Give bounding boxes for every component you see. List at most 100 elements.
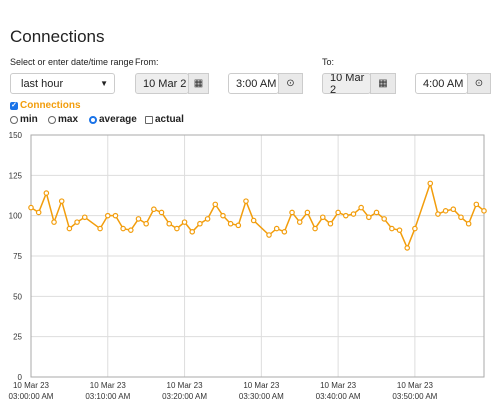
to-date[interactable]: 10 Mar 2 — [322, 73, 371, 94]
data-point — [112, 212, 119, 219]
data-point — [74, 219, 80, 225]
mode-max[interactable]: max — [48, 114, 78, 125]
x-tick-label: 10 Mar 23 — [167, 381, 204, 390]
data-point — [412, 225, 418, 232]
data-point — [404, 245, 411, 251]
data-point — [58, 198, 65, 204]
clock-button[interactable]: ⊙ — [278, 73, 303, 94]
x-tick-label: 03:20:00 AM — [162, 392, 207, 401]
data-point — [235, 222, 242, 229]
data-point — [197, 220, 203, 227]
actual-label: actual — [155, 114, 184, 125]
data-point — [266, 232, 272, 238]
data-point — [66, 225, 73, 232]
data-point — [35, 209, 42, 216]
from-date-text: 10 Mar 2 — [143, 77, 187, 90]
data-point — [189, 229, 196, 235]
data-point — [281, 229, 288, 235]
mode-label: max — [58, 114, 79, 125]
y-tick-label: 50 — [13, 292, 22, 301]
mode-average[interactable]: average — [89, 114, 137, 125]
y-tick-label: 25 — [13, 333, 22, 342]
plot-border — [30, 134, 485, 378]
data-point — [273, 225, 280, 232]
checkbox-checked: ✓ — [10, 101, 18, 110]
data-point — [335, 209, 341, 216]
data-point — [319, 214, 326, 221]
data-point — [458, 214, 464, 221]
data-point — [427, 180, 434, 187]
from-date[interactable]: 10 Mar 2 — [135, 73, 189, 94]
data-point — [327, 220, 334, 227]
data-point — [227, 220, 234, 227]
data-point — [135, 216, 142, 222]
data-point — [120, 225, 126, 232]
x-tick-label: 10 Mar 23 — [243, 381, 280, 390]
y-tick-label: 150 — [9, 131, 23, 140]
radio-checked — [89, 115, 97, 124]
data-point — [104, 212, 111, 219]
y-tick-label: 100 — [9, 212, 23, 221]
x-tick-label: 10 Mar 23 — [397, 381, 434, 390]
data-point — [373, 209, 380, 216]
data-point — [28, 204, 34, 211]
data-point — [358, 204, 364, 211]
data-point — [174, 225, 180, 232]
calendar-button[interactable]: ▦ — [188, 73, 209, 94]
data-point — [158, 209, 165, 216]
data-point — [166, 220, 173, 227]
clock-button[interactable]: ⊙ — [467, 73, 491, 94]
series-toggle[interactable]: ✓ Connections — [10, 100, 81, 111]
data-point — [450, 206, 457, 213]
x-tick-label: 03:40:00 AM — [316, 392, 361, 401]
data-point — [128, 227, 134, 233]
data-point — [350, 211, 357, 217]
data-point — [243, 198, 249, 204]
x-tick-label: 10 Mar 23 — [90, 381, 127, 390]
mode-label: average — [99, 114, 137, 125]
data-point — [442, 208, 449, 214]
data-point — [465, 220, 472, 227]
y-tick-label: 75 — [13, 252, 22, 261]
x-tick-label: 03:00:00 AM — [9, 392, 54, 401]
mode-label: min — [20, 114, 38, 125]
data-point — [81, 214, 88, 221]
data-point — [389, 225, 395, 232]
mode-min[interactable]: min — [10, 114, 38, 125]
data-point — [304, 209, 311, 216]
data-point — [296, 219, 303, 225]
page-title: Connections — [10, 27, 105, 46]
data-point — [43, 190, 50, 196]
x-tick-label: 03:50:00 AM — [392, 392, 437, 401]
x-tick-label: 03:10:00 AM — [85, 392, 130, 401]
dropdown-arrow: ▼ — [100, 79, 108, 88]
radio — [48, 115, 56, 124]
data-point — [312, 225, 318, 232]
data-point — [151, 206, 157, 213]
to-time-text: 4:00 AM — [423, 77, 464, 90]
x-tick-label: 10 Mar 23 — [320, 381, 357, 390]
checkbox — [145, 115, 153, 124]
from-time-text: 3:00 AM — [236, 77, 277, 90]
data-point — [51, 219, 57, 225]
data-point — [250, 217, 257, 224]
data-point — [220, 212, 226, 219]
calendar-button[interactable]: ▦ — [370, 73, 396, 94]
range-select[interactable]: last hour ▼ — [10, 73, 115, 94]
actual-toggle[interactable]: actual — [145, 114, 184, 125]
x-tick-label: 03:30:00 AM — [239, 392, 284, 401]
data-point — [396, 227, 403, 233]
data-point — [143, 220, 149, 227]
to-label: To: — [322, 57, 335, 67]
data-point — [204, 216, 211, 222]
from-label: From: — [135, 57, 159, 67]
data-point — [435, 211, 441, 217]
data-point — [342, 212, 349, 219]
data-point — [212, 201, 219, 208]
data-point — [366, 214, 372, 221]
data-point — [97, 225, 103, 232]
data-point — [481, 208, 487, 214]
y-tick-label: 125 — [9, 171, 23, 180]
